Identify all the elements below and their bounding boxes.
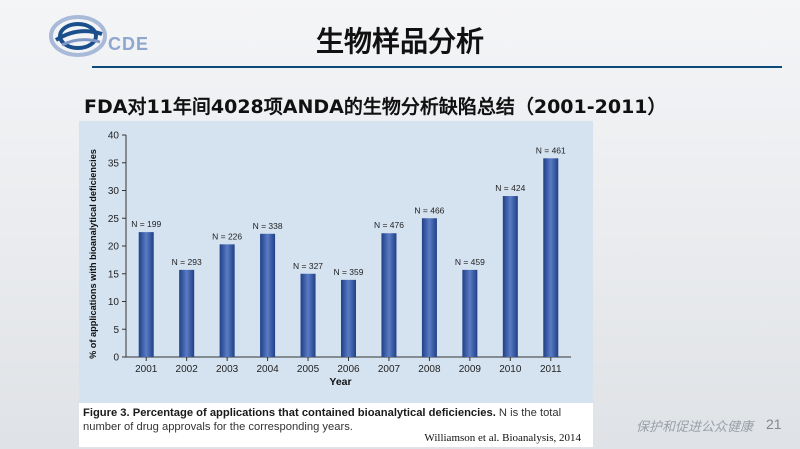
x-tick-label: 2002 [176,364,199,375]
y-tick-label: 30 [108,186,120,197]
figure-panel: 0 5 10 15 20 25 30 35 40 N = 199 2001 N = 293 2002 N … [79,121,593,447]
bar-label-2001: N = 199 [131,219,161,229]
y-tick-label: 40 [108,131,120,142]
y-tick-label: 15 [108,269,120,280]
bar-label-2005: N = 327 [293,261,323,271]
figure-caption: Figure 3. Percentage of applications tha… [83,406,588,434]
chart-area: 0 5 10 15 20 25 30 35 40 N = 199 2001 N = 293 2002 N … [79,121,593,403]
header-divider [92,66,782,68]
y-tick-label: 10 [108,297,120,308]
bar-label-2010: N = 424 [495,183,525,193]
x-tick-label: 2006 [337,364,360,375]
x-tick-label: 2003 [216,364,239,375]
x-tick-label: 2009 [459,364,482,375]
x-axis-title: Year [329,376,351,388]
bar-2011 [543,158,559,357]
bar-label-2007: N = 476 [374,220,404,230]
cde-logo [48,12,160,60]
caption-rest: N is the total number of drug approvals … [83,407,562,433]
bar-2008 [421,218,437,357]
bar-label-2002: N = 293 [172,257,202,267]
bar-2007 [381,233,397,357]
x-tick-label: 2011 [540,364,562,375]
y-tick-label: 0 [113,353,119,364]
bar-2005 [300,273,316,357]
bar-label-2011: N = 461 [536,145,566,155]
bar-2002 [179,269,195,357]
slide-subtitle: FDA对11年间4028项ANDA的生物分析缺陷总结（2001-2011） [84,96,667,118]
y-axis-title: % of applications with bioanalytical def… [88,149,98,359]
slide-title: 生物样品分析 [315,25,484,58]
x-tick-label: 2008 [418,364,441,375]
caption-bold: Figure 3. Percentage of applications tha… [83,407,496,419]
page-number: 21 [766,416,782,432]
bar-2006 [341,279,356,357]
bar-label-2008: N = 466 [414,205,444,215]
bar-2009 [462,269,478,357]
bar-2001 [138,232,154,357]
citation: Williamson et al. Bioanalysis, 2014 [424,432,581,444]
y-tick-label: 20 [108,242,120,253]
y-tick-label: 5 [113,325,119,336]
bar-label-2009: N = 459 [455,257,485,267]
footer-slogan: 保护和促进公众健康 [636,420,754,435]
x-tick-label: 2001 [135,364,158,375]
x-tick-label: 2004 [256,364,279,375]
x-tick-label: 2005 [297,364,320,375]
x-tick-label: 2010 [499,364,522,375]
logo-text: CDE [108,34,150,54]
y-tick-label: 25 [108,214,120,225]
bar-label-2003: N = 226 [212,231,242,241]
bar-label-2004: N = 338 [253,221,283,231]
bar-2003 [219,244,235,357]
x-tick-label: 2007 [378,364,401,375]
bar-chart: 0 5 10 15 20 25 30 35 40 N = 199 2001 N = 293 2002 N … [88,131,571,388]
bar-2010 [502,196,518,357]
bar-2004 [260,233,276,357]
y-tick-label: 35 [108,158,120,169]
bar-label-2006: N = 359 [333,267,363,277]
